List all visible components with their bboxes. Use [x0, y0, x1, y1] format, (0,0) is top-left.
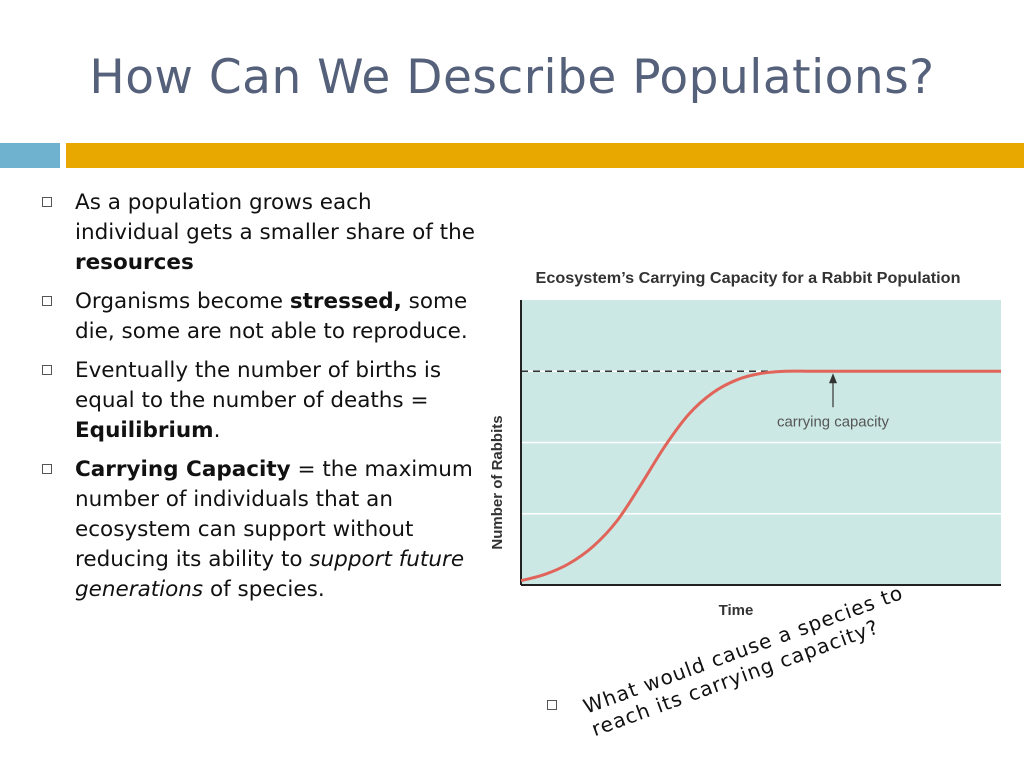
slide-title: How Can We Describe Populations?: [89, 50, 935, 105]
bullet-text: stressed,: [289, 289, 402, 314]
bullet-text: some die, some are not able to reproduce…: [75, 289, 468, 344]
bullet-square-icon: [42, 197, 52, 207]
bullet-square-icon: [42, 365, 52, 375]
bullet-text: resources: [75, 250, 194, 275]
bullet-text: Organisms become: [75, 289, 290, 314]
x-axis-label: Time: [719, 602, 754, 619]
bullet-text: .: [213, 418, 221, 443]
question-bullet: What would cause a species to reach its …: [540, 580, 960, 741]
bullet-text: Equilibrium: [75, 418, 214, 443]
chart-svg: Ecosystem’s Carrying Capacity for a Rabb…: [489, 270, 1001, 619]
population-curve: [520, 369, 1001, 583]
bullet-text: Carrying Capacity: [75, 457, 291, 482]
rabbit-population-chart: Ecosystem’s Carrying Capacity for a Rabb…: [483, 260, 1013, 630]
bullet-square-icon: [42, 464, 52, 474]
bullet-text: As a population grows each individual ge…: [75, 190, 475, 245]
annotation-arrowhead-icon: [829, 373, 837, 384]
bullet-item: Carrying Capacity = the maximum number o…: [40, 455, 480, 605]
bullet-text: of species.: [203, 577, 325, 602]
chart-title: Ecosystem’s Carrying Capacity for a Rabb…: [536, 270, 961, 287]
bullet-item: Organisms become stressed, some die, som…: [40, 287, 480, 347]
accent-bar-blue: [0, 143, 60, 168]
bullet-square-icon: [42, 296, 52, 306]
bullet-item: Eventually the number of births is equal…: [40, 356, 480, 446]
y-axis-label: Number of Rabbits: [489, 415, 506, 549]
bullet-item: As a population grows each individual ge…: [40, 188, 480, 278]
bullet-square-icon: [547, 700, 557, 710]
bullet-list: As a population grows each individual ge…: [40, 188, 480, 614]
accent-bar-gold: [66, 143, 1024, 168]
annotation-label: carrying capacity: [777, 413, 889, 430]
bullet-text: support future generations: [75, 547, 465, 602]
bullet-text: = the maximum number of individuals that…: [75, 457, 473, 572]
bullet-text: Eventually the number of births is equal…: [75, 358, 442, 413]
